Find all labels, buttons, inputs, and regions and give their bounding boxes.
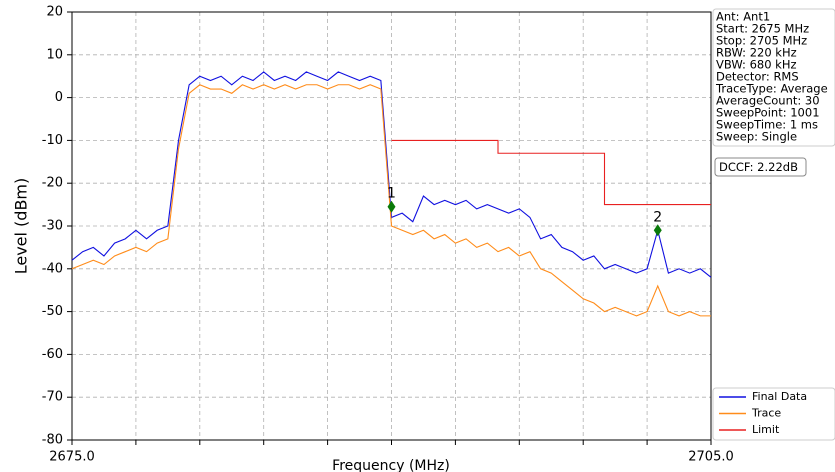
info-line: Start: 2675 MHz: [716, 22, 809, 36]
info-line: Stop: 2705 MHz: [716, 34, 807, 48]
y-tick-label: -60: [42, 347, 63, 362]
legend-box: [712, 387, 835, 441]
dccf-text: DCCF: 2.22dB: [719, 160, 798, 174]
info-line: SweepPoint: 1001: [716, 106, 820, 120]
series-line: [391, 139, 711, 206]
y-axis-label: Level (dBm): [12, 178, 31, 275]
info-line: Ant: Ant1: [716, 10, 770, 24]
y-tick-label: 20: [46, 5, 63, 20]
info-line: AverageCount: 30: [716, 94, 820, 108]
legend-label: Final Data: [752, 390, 807, 403]
info-line: SweepTime: 1 ms: [716, 118, 818, 132]
y-tick-label: 10: [46, 47, 63, 62]
info-line: TraceType: Average: [715, 82, 828, 96]
series-line: [71, 71, 712, 278]
info-line: RBW: 220 kHz: [716, 46, 797, 60]
y-tick-label: -40: [42, 261, 63, 276]
plot-frame: [71, 11, 712, 441]
dccf-box: [714, 157, 807, 177]
x-tick-label: 2705.0: [688, 450, 734, 465]
y-tick-label: -50: [42, 304, 63, 319]
y-tick-label: -30: [42, 219, 63, 234]
y-tick-label: -10: [42, 133, 63, 148]
marker-label: 2: [653, 209, 662, 225]
y-tick-label: -80: [42, 433, 63, 448]
series-line: [71, 84, 711, 317]
y-tick-label: 0: [55, 90, 63, 105]
marker: [387, 200, 396, 213]
legend-label: Trace: [751, 407, 781, 420]
legend-label: Limit: [752, 423, 780, 436]
info-line: VBW: 680 kHz: [716, 58, 797, 72]
y-tick-label: -70: [42, 390, 63, 405]
y-tick-label: -20: [42, 176, 63, 191]
x-tick-label: 2675.0: [49, 450, 95, 465]
x-axis-label: Frequency (MHz): [332, 458, 450, 472]
info-line: Sweep: Single: [716, 130, 797, 144]
info-line: Detector: RMS: [716, 70, 799, 84]
info-box: [712, 8, 835, 147]
marker: [653, 224, 662, 237]
marker-label: 1: [387, 186, 396, 202]
